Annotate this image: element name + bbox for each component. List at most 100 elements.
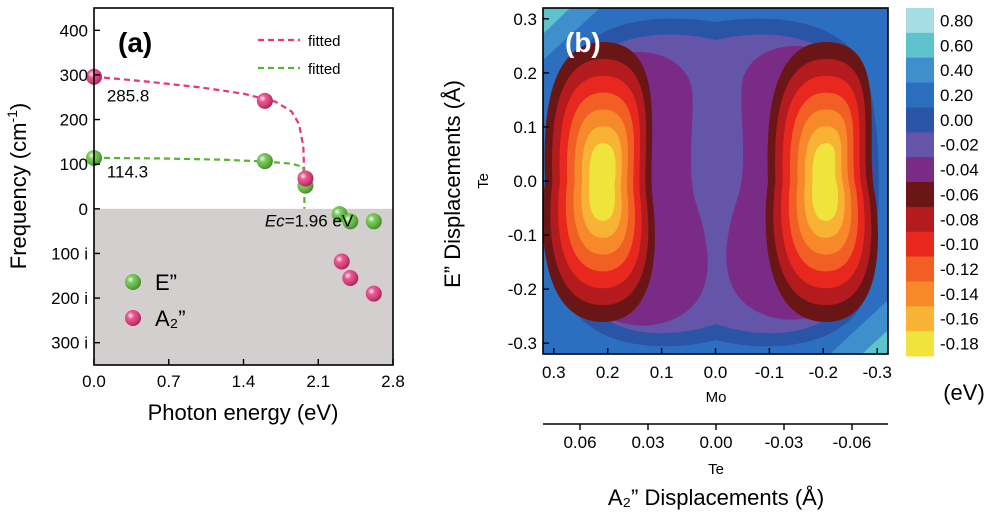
x-tick-label-b-3: 0.0 — [704, 363, 728, 382]
x-atom-label-mo: Mo — [706, 389, 727, 406]
y-tick-label-a-6: 200 i — [51, 289, 88, 308]
x-tick-label-a-3: 2.1 — [306, 372, 330, 391]
legend-fit-label-pink: fitted — [308, 33, 341, 50]
y-tick-label-b-2: 0.1 — [513, 118, 537, 137]
legend-marker-e-shine — [125, 274, 141, 290]
colorbar-label-0: 0.80 — [940, 11, 973, 30]
axis-ticks-a: 0.0 0.7 1.4 2.1 2.8 400 300 200 100 0 100 i 200 i 30… — [51, 21, 405, 391]
colorbar-label-13: -0.18 — [940, 335, 979, 354]
imaginary-frequency-region — [94, 208, 393, 365]
y-tick-label-a-7: 300 i — [51, 334, 88, 353]
panel-label-a: (a) — [118, 27, 152, 58]
x-tick-label-a-1: 0.7 — [157, 372, 181, 391]
y-axis-label-b: E” Displacements (Å) — [440, 80, 465, 288]
colorbar-swatch-9 — [906, 231, 934, 258]
panel-a: 0.0 0.7 1.4 2.1 2.8 400 300 200 100 0 100 i 200 i 30… — [4, 7, 405, 425]
y-tick-label-b-4: -0.1 — [508, 226, 537, 245]
contour-left-6 — [589, 143, 616, 221]
y-tick-label-a-5: 100 i — [51, 244, 88, 263]
x2-atom-label-te: Te — [708, 461, 724, 478]
point-shine-s1-5 — [365, 285, 382, 302]
colorbar-swatch-8 — [906, 206, 934, 233]
panel-label-b: (b) — [565, 27, 601, 58]
contour-corner-tl-2 — [543, 8, 570, 34]
panel-b: 0.3 0.2 0.1 0.0 -0.1 -0.2 -0.3 0.3 0.2 0.1 0.0 -0.1… — [440, 7, 985, 510]
axis-ticks-b: 0.3 0.2 0.1 0.0 -0.1 -0.2 -0.3 0.3 0.2 0.1 0.0 -0.1… — [508, 10, 892, 382]
x-axis-label-b: A₂” Displacements (Å) — [608, 485, 824, 510]
colorbar-swatch-10 — [906, 256, 934, 282]
colorbar-swatch-13 — [906, 331, 934, 357]
y-tick-label-b-5: -0.2 — [508, 280, 537, 299]
contour-corner-br-1 — [830, 300, 888, 354]
contour-blobs — [543, 42, 878, 322]
point-shine-s1-4 — [342, 269, 359, 286]
ec-label-value: =1.96 eV — [285, 212, 354, 231]
x-tick-label-a-4: 2.8 — [381, 372, 405, 391]
y-tick-label-a-4: 0 — [79, 200, 88, 219]
colorbar: 0.80 0.60 0.40 0.20 0.00 -0.02 -0.04 -0.06 -0.08… — [906, 8, 979, 357]
point-shine-s0-1 — [256, 153, 273, 170]
contour-corner-tl-1 — [543, 8, 600, 60]
colorbar-swatch-3 — [906, 82, 934, 108]
x2-tick-label-4: -0.06 — [833, 433, 872, 452]
colorbar-label-2: 0.40 — [940, 61, 973, 80]
point-shine-s1-3 — [333, 253, 350, 270]
colorbar-swatch-5 — [906, 132, 934, 158]
colorbar-swatch-6 — [906, 157, 934, 183]
colorbar-swatch-0 — [906, 8, 934, 34]
x-tick-label-a-2: 1.4 — [232, 372, 256, 391]
x-tick-label-b-1: 0.2 — [596, 363, 620, 382]
y-axis-label-a-main: Frequency (cm — [6, 123, 31, 270]
y-axis-label-a-end: ) — [6, 103, 31, 110]
colorbar-swatch-4 — [906, 107, 934, 133]
x-tick-label-a-0: 0.0 — [82, 372, 106, 391]
annotation-114: 114.3 — [107, 163, 148, 182]
x-tick-label-b-0: 0.3 — [542, 363, 566, 382]
fit-line-0 — [94, 75, 306, 178]
y-atom-label-te: Te — [475, 173, 492, 189]
point-shine-s1-2 — [297, 170, 314, 187]
x-tick-label-b-6: -0.3 — [863, 363, 892, 382]
y-axis-label-a-sup: -1 — [4, 110, 20, 123]
colorbar-label-12: -0.16 — [940, 310, 979, 329]
secondary-axis-ticks: 0.06 0.03 0.00 -0.03 -0.06 — [563, 424, 871, 452]
colorbar-label-9: -0.10 — [940, 235, 979, 254]
y-tick-label-a-0: 400 — [60, 21, 88, 40]
y-axis-label-a: Frequency (cm-1) — [4, 103, 31, 270]
colorbar-swatch-1 — [906, 32, 934, 59]
y-tick-label-b-1: 0.2 — [513, 64, 537, 83]
colorbar-swatch-7 — [906, 182, 934, 208]
x2-tick-label-0: 0.06 — [563, 433, 596, 452]
colorbar-label-8: -0.08 — [940, 210, 979, 229]
contour-right-6 — [812, 143, 839, 221]
heatmap-contours — [543, 8, 888, 354]
contour-corner-br-2 — [862, 330, 888, 354]
x-tick-label-b-4: -0.1 — [755, 363, 784, 382]
x-axis-label-a: Photon energy (eV) — [148, 400, 339, 425]
y-tick-label-b-6: -0.3 — [508, 334, 537, 353]
legend-label-e: E” — [155, 270, 177, 295]
colorbar-label-11: -0.14 — [940, 285, 979, 304]
y-tick-label-a-2: 200 — [60, 111, 88, 130]
colorbar-label-5: -0.02 — [940, 136, 979, 155]
y-tick-label-a-3: 100 — [60, 155, 88, 174]
y-tick-label-b-0: 0.3 — [513, 10, 537, 29]
colorbar-unit: (eV) — [943, 380, 985, 405]
y-tick-label-b-3: 0.0 — [513, 172, 537, 191]
colorbar-swatch-12 — [906, 306, 934, 332]
ec-label: Ec=1.96 eV — [265, 212, 354, 231]
colorbar-label-7: -0.06 — [940, 185, 979, 204]
x-tick-label-b-2: 0.1 — [650, 363, 674, 382]
point-shine-s0-5 — [365, 213, 382, 230]
colorbar-label-1: 0.60 — [940, 36, 973, 55]
colorbar-label-3: 0.20 — [940, 86, 973, 105]
ec-label-symbol: Ec — [265, 212, 285, 231]
x-tick-label-b-5: -0.2 — [809, 363, 838, 382]
x2-tick-label-1: 0.03 — [631, 433, 664, 452]
point-shine-s1-1 — [256, 92, 273, 109]
legend-label-a2: A₂” — [155, 306, 186, 331]
colorbar-label-6: -0.04 — [940, 161, 979, 180]
colorbar-swatch-2 — [906, 57, 934, 84]
legend-marker-a2-shine — [125, 310, 141, 326]
x2-tick-label-3: -0.03 — [765, 433, 804, 452]
